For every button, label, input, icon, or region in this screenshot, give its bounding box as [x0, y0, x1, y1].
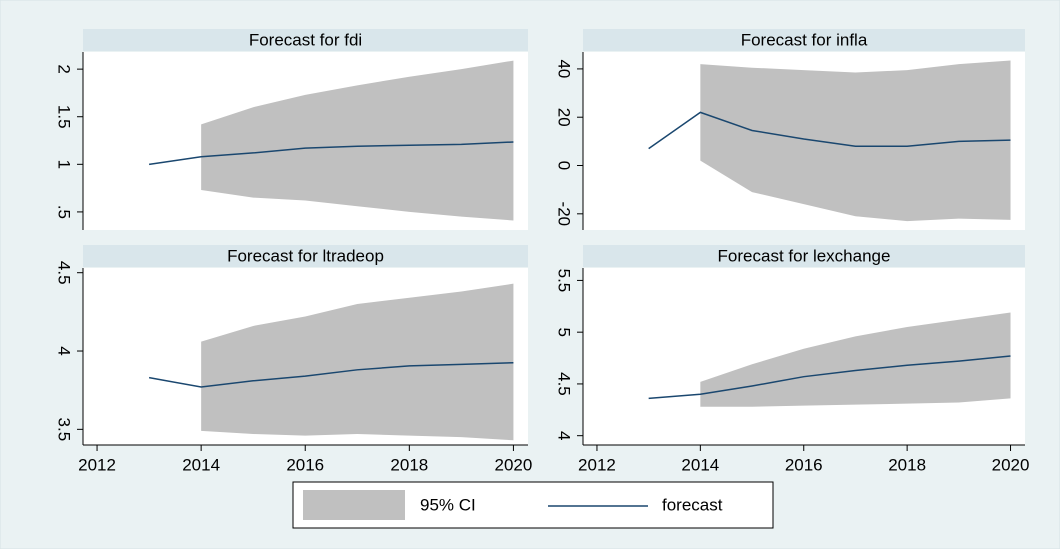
- y-tick-label: 5: [555, 327, 574, 336]
- ci-band: [700, 312, 1011, 407]
- y-tick-label: 40: [555, 59, 574, 78]
- x-tick-label: 2014: [182, 455, 220, 474]
- y-tick-label: 3.5: [55, 418, 74, 442]
- x-tick-label: 2014: [681, 455, 719, 474]
- x-tick-label: 2012: [578, 455, 616, 474]
- x-tick-label: 2016: [286, 455, 324, 474]
- panel-title: Forecast for lexchange: [718, 246, 891, 265]
- y-tick-label: 4: [55, 346, 74, 355]
- ci-band: [201, 60, 514, 221]
- title-bar: [583, 245, 1025, 267]
- y-tick-label: 1.5: [55, 105, 74, 129]
- title-bar: [583, 29, 1025, 51]
- y-tick-label: 0: [555, 161, 574, 170]
- y-tick-label: -20: [555, 202, 574, 227]
- y-tick-label: 2: [55, 64, 74, 73]
- legend-label: forecast: [662, 495, 723, 514]
- forecast-line: [148, 141, 514, 166]
- y-tick-label: 4.5: [555, 372, 574, 396]
- x-tick-label: 2016: [785, 455, 823, 474]
- panel-title: Forecast for fdi: [249, 30, 362, 49]
- x-tick-label: 2020: [495, 455, 533, 474]
- x-tick-label: 2018: [888, 455, 926, 474]
- legend-swatch: [303, 490, 405, 520]
- ci-band: [201, 283, 514, 441]
- x-tick-label: 2020: [992, 455, 1030, 474]
- y-tick-label: 4: [555, 431, 574, 440]
- panel-title: Forecast for infla: [741, 30, 868, 49]
- x-tick-label: 2012: [78, 455, 116, 474]
- title-bar: [83, 245, 528, 267]
- legend-label: 95% CI: [420, 495, 476, 514]
- y-tick-label: 5.5: [555, 269, 574, 293]
- forecast-line: [648, 111, 1011, 150]
- y-tick-label: 1: [55, 160, 74, 169]
- forecast-line: [148, 362, 514, 388]
- ci-band: [700, 60, 1011, 222]
- y-tick-label: .5: [55, 205, 74, 219]
- y-tick-label: 20: [555, 108, 574, 127]
- forecast-line: [648, 355, 1011, 400]
- title-bar: [83, 29, 528, 51]
- x-tick-label: 2018: [390, 455, 428, 474]
- y-tick-label: 4.5: [55, 261, 74, 285]
- panel-title: Forecast for ltradeop: [227, 246, 384, 265]
